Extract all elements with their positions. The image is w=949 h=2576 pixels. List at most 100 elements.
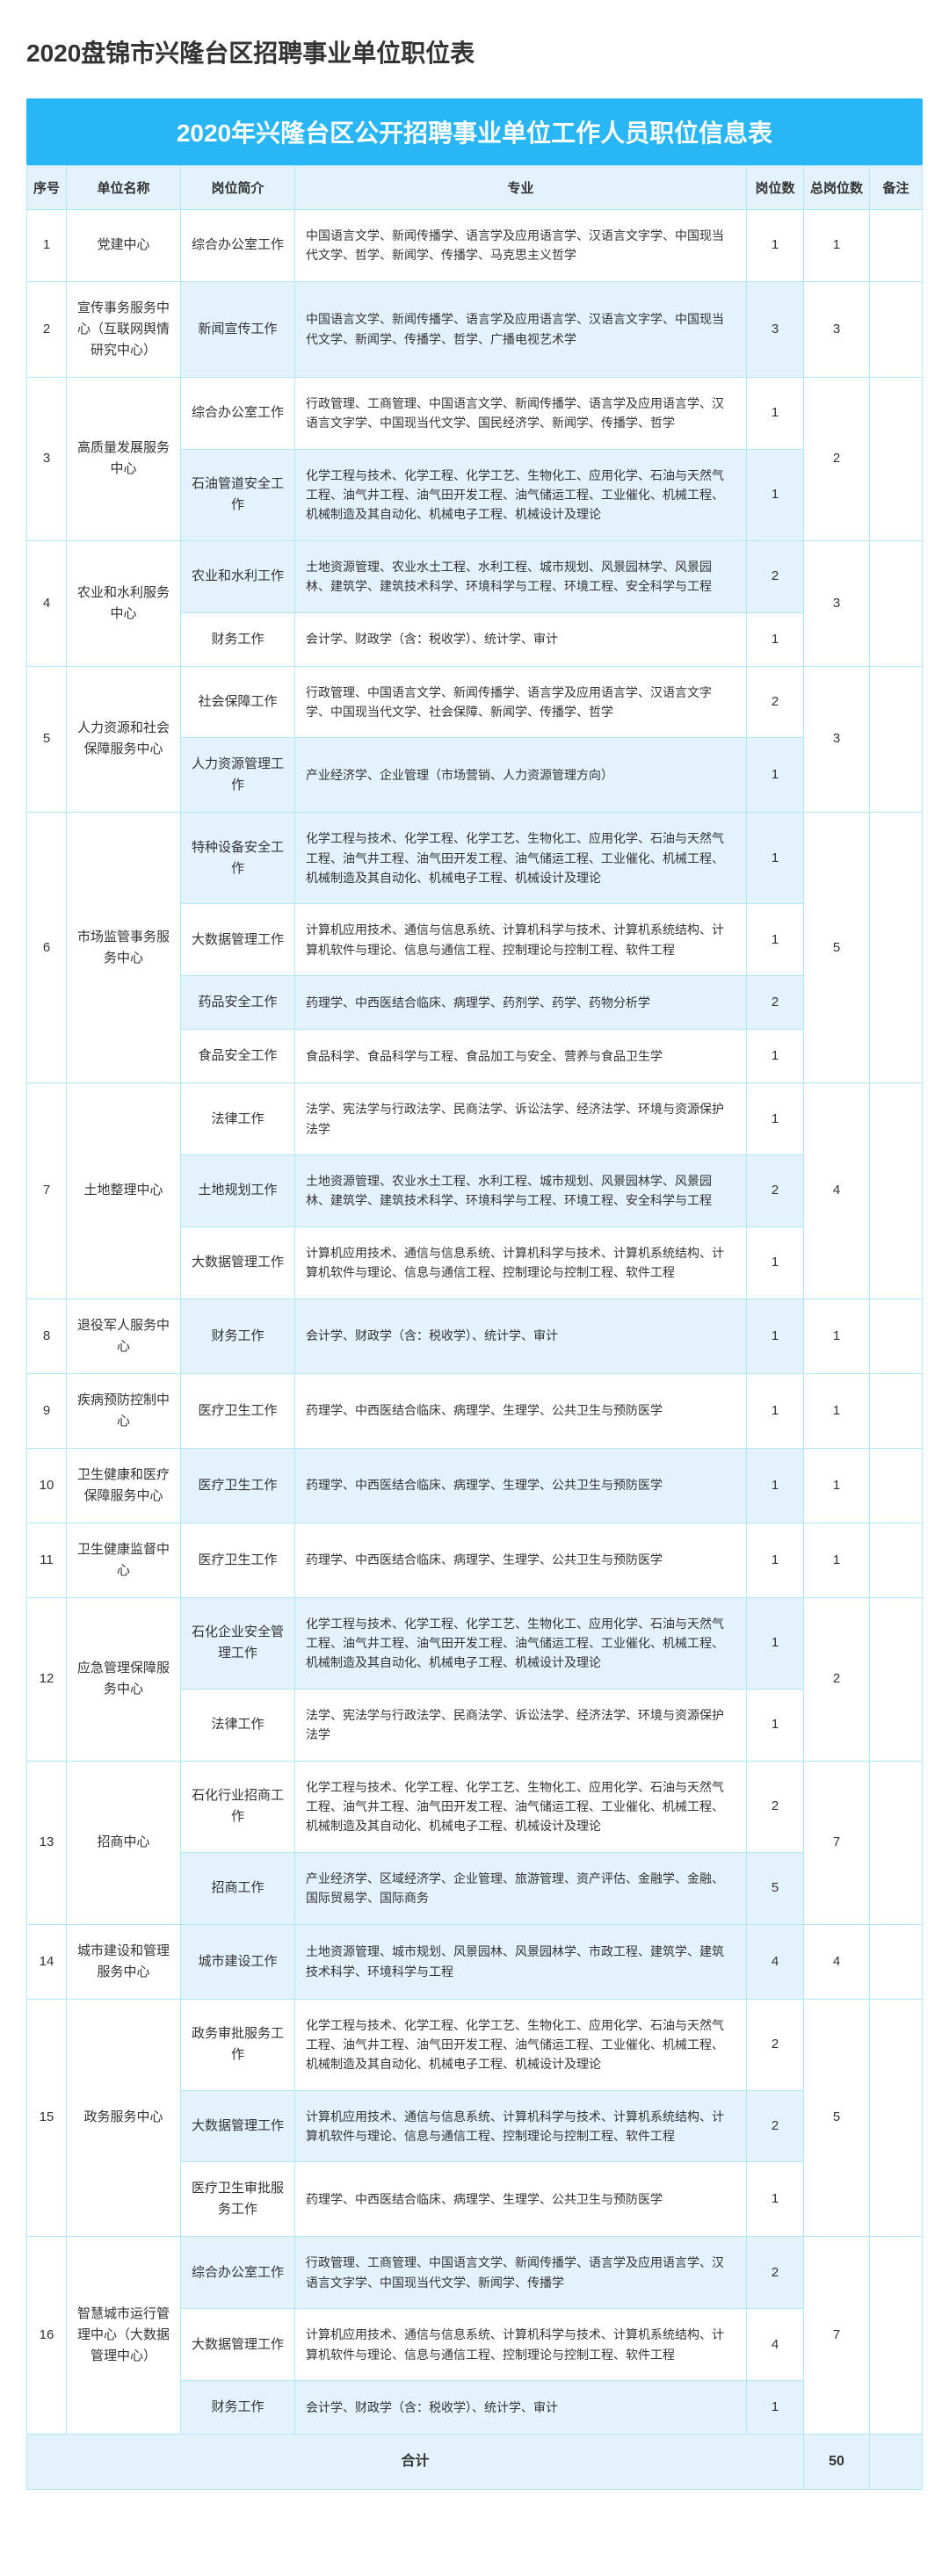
table-row: 14城市建设和管理服务中心城市建设工作土地资源管理、城市规划、风景园林、风景园林… bbox=[27, 1924, 923, 1999]
cell-major: 药理学、中西医结合临床、病理学、生理学、公共卫生与预防医学 bbox=[295, 2162, 747, 2237]
cell-n2: 2 bbox=[804, 377, 870, 540]
cell-n2: 3 bbox=[804, 666, 870, 813]
cell-n1: 1 bbox=[747, 904, 804, 976]
cell-major: 行政管理、中国语言文学、新闻传播学、语言学及应用语言学、汉语言文字学、中国现当代… bbox=[295, 666, 747, 738]
cell-note bbox=[870, 1299, 923, 1373]
cell-seq: 1 bbox=[27, 210, 67, 282]
cell-seq: 8 bbox=[27, 1299, 67, 1373]
cell-job: 政务审批服务工作 bbox=[181, 1999, 295, 2090]
cell-n1: 2 bbox=[747, 1999, 804, 2090]
cell-job: 医疗卫生工作 bbox=[181, 1523, 295, 1597]
cell-unit: 城市建设和管理服务中心 bbox=[67, 1924, 181, 1999]
cell-job: 大数据管理工作 bbox=[181, 2090, 295, 2162]
cell-job: 社会保障工作 bbox=[181, 666, 295, 738]
cell-job: 药品安全工作 bbox=[181, 976, 295, 1030]
cell-major: 产业经济学、企业管理（市场营销、人力资源管理方向） bbox=[295, 738, 747, 813]
cell-note bbox=[870, 210, 923, 282]
cell-major: 行政管理、工商管理、中国语言文学、新闻传播学、语言学及应用语言学、汉语言文字学、… bbox=[295, 377, 747, 449]
cell-n1: 4 bbox=[747, 1924, 804, 1999]
page-title: 2020盘锦市兴隆台区招聘事业单位职位表 bbox=[26, 35, 483, 72]
cell-unit: 退役军人服务中心 bbox=[67, 1299, 181, 1373]
th-job: 岗位简介 bbox=[181, 166, 295, 210]
cell-job: 农业和水利工作 bbox=[181, 540, 295, 612]
cell-unit: 卫生健康和医疗保障服务中心 bbox=[67, 1448, 181, 1523]
cell-job: 大数据管理工作 bbox=[181, 2309, 295, 2381]
cell-n1: 1 bbox=[747, 1448, 804, 1523]
cell-seq: 16 bbox=[27, 2237, 67, 2435]
th-n1: 岗位数 bbox=[747, 166, 804, 210]
cell-seq: 3 bbox=[27, 377, 67, 540]
cell-n2: 1 bbox=[804, 1373, 870, 1448]
cell-seq: 4 bbox=[27, 540, 67, 666]
cell-major: 药理学、中西医结合临床、病理学、药剂学、药学、药物分析学 bbox=[295, 976, 747, 1030]
cell-job: 法律工作 bbox=[181, 1083, 295, 1155]
cell-job: 综合办公室工作 bbox=[181, 210, 295, 282]
cell-n2: 1 bbox=[804, 1448, 870, 1523]
cell-unit: 宣传事务服务中心（互联网舆情研究中心） bbox=[67, 281, 181, 377]
cell-unit: 政务服务中心 bbox=[67, 1999, 181, 2237]
cell-job: 石油管道安全工作 bbox=[181, 449, 295, 540]
cell-job: 财务工作 bbox=[181, 2381, 295, 2435]
cell-note bbox=[870, 1999, 923, 2237]
cell-major: 法学、宪法学与行政法学、民商法学、诉讼法学、经济法学、环境与资源保护法学 bbox=[295, 1083, 747, 1155]
cell-seq: 7 bbox=[27, 1083, 67, 1299]
table-row: 11卫生健康监督中心医疗卫生工作药理学、中西医结合临床、病理学、生理学、公共卫生… bbox=[27, 1523, 923, 1597]
cell-note bbox=[870, 1083, 923, 1299]
cell-seq: 13 bbox=[27, 1761, 67, 1924]
table-row: 9疾病预防控制中心医疗卫生工作药理学、中西医结合临床、病理学、生理学、公共卫生与… bbox=[27, 1373, 923, 1448]
cell-unit: 疾病预防控制中心 bbox=[67, 1373, 181, 1448]
footer-label: 合计 bbox=[27, 2435, 804, 2490]
cell-major: 化学工程与技术、化学工程、化学工艺、生物化工、应用化学、石油与天然气工程、油气井… bbox=[295, 1999, 747, 2090]
footer-total: 50 bbox=[804, 2435, 870, 2490]
cell-unit: 农业和水利服务中心 bbox=[67, 540, 181, 666]
table-row: 15政务服务中心政务审批服务工作化学工程与技术、化学工程、化学工艺、生物化工、应… bbox=[27, 1999, 923, 2090]
cell-job: 大数据管理工作 bbox=[181, 904, 295, 976]
cell-n1: 2 bbox=[747, 2090, 804, 2162]
cell-note bbox=[870, 1761, 923, 1924]
cell-job: 综合办公室工作 bbox=[181, 2237, 295, 2309]
cell-n1: 1 bbox=[747, 738, 804, 813]
cell-n1: 1 bbox=[747, 1373, 804, 1448]
cell-major: 土地资源管理、农业水土工程、水利工程、城市规划、风景园林学、风景园林、建筑学、建… bbox=[295, 540, 747, 612]
table-row: 13招商中心石化行业招商工作化学工程与技术、化学工程、化学工艺、生物化工、应用化… bbox=[27, 1761, 923, 1852]
cell-job: 医疗卫生工作 bbox=[181, 1373, 295, 1448]
cell-job: 医疗卫生审批服务工作 bbox=[181, 2162, 295, 2237]
cell-major: 计算机应用技术、通信与信息系统、计算机科学与技术、计算机系统结构、计算机软件与理… bbox=[295, 2309, 747, 2381]
cell-seq: 11 bbox=[27, 1523, 67, 1597]
cell-seq: 9 bbox=[27, 1373, 67, 1448]
cell-n1: 4 bbox=[747, 2309, 804, 2381]
cell-job: 特种设备安全工作 bbox=[181, 813, 295, 904]
footer-note bbox=[870, 2435, 923, 2490]
cell-n1: 2 bbox=[747, 2237, 804, 2309]
cell-unit: 党建中心 bbox=[67, 210, 181, 282]
table-row: 8退役军人服务中心财务工作会计学、财政学（含：税收学）、统计学、审计11 bbox=[27, 1299, 923, 1373]
table-header-row: 序号 单位名称 岗位简介 专业 岗位数 总岗位数 备注 bbox=[27, 166, 923, 210]
footer-row: 合计 50 bbox=[27, 2435, 923, 2490]
cell-note bbox=[870, 540, 923, 666]
positions-table: 序号 单位名称 岗位简介 专业 岗位数 总岗位数 备注 1党建中心综合办公室工作… bbox=[26, 165, 923, 2490]
cell-seq: 10 bbox=[27, 1448, 67, 1523]
cell-job: 财务工作 bbox=[181, 612, 295, 666]
table-row: 5人力资源和社会保障服务中心社会保障工作行政管理、中国语言文学、新闻传播学、语言… bbox=[27, 666, 923, 738]
cell-n2: 5 bbox=[804, 1999, 870, 2237]
cell-n1: 1 bbox=[747, 612, 804, 666]
cell-major: 药理学、中西医结合临床、病理学、生理学、公共卫生与预防医学 bbox=[295, 1448, 747, 1523]
cell-job: 土地规划工作 bbox=[181, 1155, 295, 1227]
cell-major: 产业经济学、区域经济学、企业管理、旅游管理、资产评估、金融学、金融、国际贸易学、… bbox=[295, 1852, 747, 1924]
cell-n1: 2 bbox=[747, 666, 804, 738]
cell-job: 医疗卫生工作 bbox=[181, 1448, 295, 1523]
cell-n1: 1 bbox=[747, 1689, 804, 1761]
cell-major: 化学工程与技术、化学工程、化学工艺、生物化工、应用化学、石油与天然气工程、油气井… bbox=[295, 449, 747, 540]
cell-major: 化学工程与技术、化学工程、化学工艺、生物化工、应用化学、石油与天然气工程、油气井… bbox=[295, 1597, 747, 1689]
cell-major: 土地资源管理、城市规划、风景园林、风景园林学、市政工程、建筑学、建筑技术科学、环… bbox=[295, 1924, 747, 1999]
cell-n1: 1 bbox=[747, 1083, 804, 1155]
cell-job: 综合办公室工作 bbox=[181, 377, 295, 449]
cell-major: 土地资源管理、农业水土工程、水利工程、城市规划、风景园林学、风景园林、建筑学、建… bbox=[295, 1155, 747, 1227]
cell-job: 食品安全工作 bbox=[181, 1030, 295, 1083]
cell-major: 药理学、中西医结合临床、病理学、生理学、公共卫生与预防医学 bbox=[295, 1373, 747, 1448]
cell-note bbox=[870, 1523, 923, 1597]
cell-job: 大数据管理工作 bbox=[181, 1226, 295, 1299]
cell-unit: 卫生健康监督中心 bbox=[67, 1523, 181, 1597]
cell-note bbox=[870, 666, 923, 813]
table-row: 16智慧城市运行管理中心（大数据管理中心）综合办公室工作行政管理、工商管理、中国… bbox=[27, 2237, 923, 2309]
